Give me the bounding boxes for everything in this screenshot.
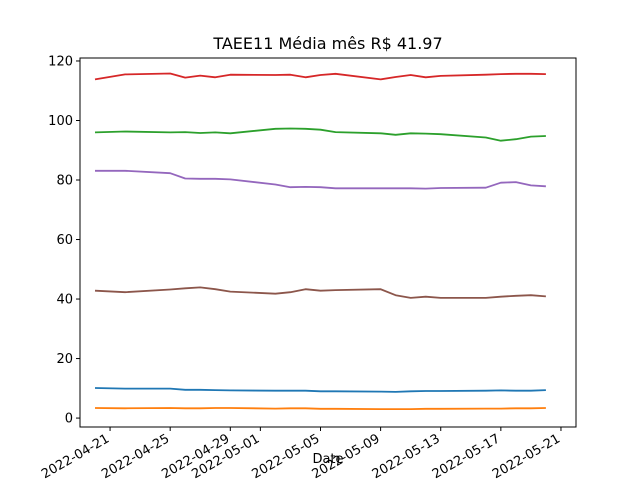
y-tick-label: 120 (48, 54, 73, 69)
series-lines (94, 72, 546, 411)
chart-title: TAEE11 Média mês R$ 41.97 (212, 34, 442, 53)
x-axis: 2022-04-212022-04-252022-04-292022-05-01… (39, 427, 563, 480)
y-tick-label: 100 (48, 114, 73, 129)
y-tick-label: 40 (56, 293, 73, 308)
y-tick-label: 80 (56, 174, 73, 189)
y-axis: 0 20 40 60 80 100 120 (48, 54, 80, 427)
x-tick-label: 2022-05-21 (490, 431, 563, 480)
y-tick-label: 0 (65, 412, 73, 427)
plot-frame (79, 57, 577, 428)
series-line-1 (94, 72, 546, 81)
series-line-2 (94, 127, 546, 142)
y-tick-label: 20 (56, 352, 73, 367)
series-line-6 (94, 407, 546, 411)
x-axis-label: Date (312, 452, 343, 467)
series-line-5 (94, 387, 546, 393)
series-line-3 (95, 169, 546, 190)
y-tick-label: 60 (56, 233, 73, 248)
series-line-4 (94, 286, 546, 299)
